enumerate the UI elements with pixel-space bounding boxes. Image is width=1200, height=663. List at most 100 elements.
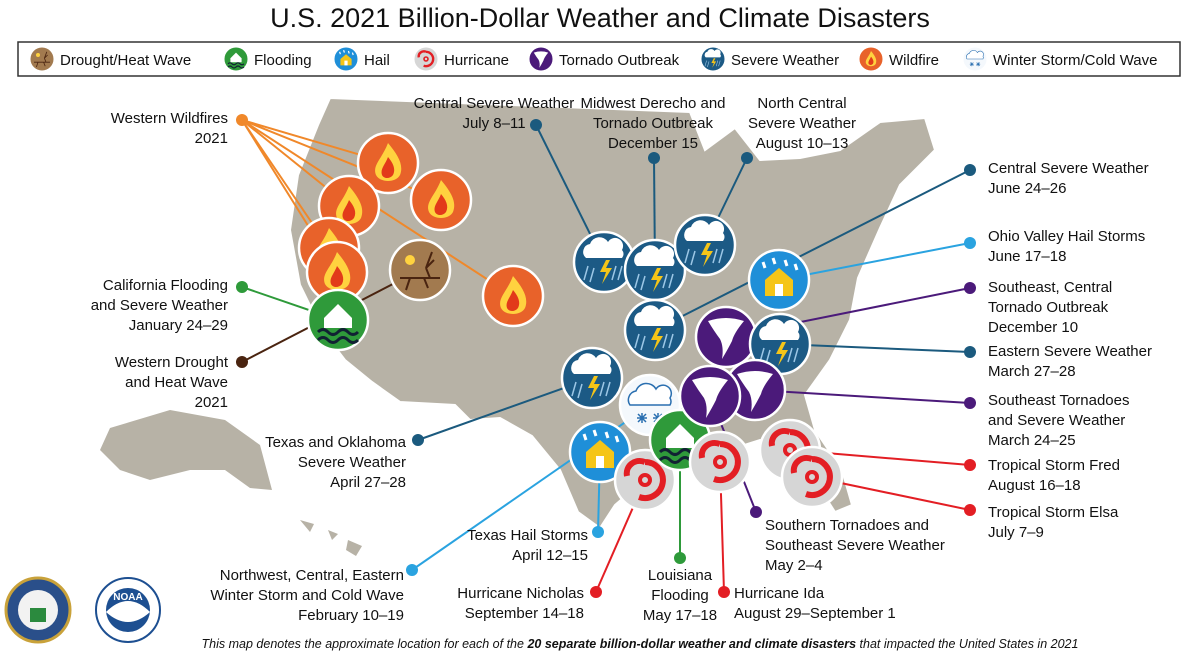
event-label: Southeast Tornadoes (988, 392, 1130, 409)
glyph (36, 53, 40, 57)
event-label: Texas Hail Storms (467, 527, 588, 544)
severe-icon (623, 298, 687, 362)
hurricane-icon (688, 430, 752, 494)
glyph (966, 50, 984, 60)
marker-dot (964, 164, 976, 176)
event-label: February 10–19 (298, 607, 404, 624)
glyph (765, 268, 793, 296)
logos: NOAA (4, 576, 161, 644)
event-label: August 10–13 (756, 135, 849, 152)
glyph (684, 248, 724, 266)
noaa-logo: NOAA (113, 592, 142, 603)
event-label: May 17–18 (643, 607, 717, 624)
glyph (638, 473, 652, 487)
tornado-icon (678, 364, 742, 428)
glyph (400, 251, 440, 291)
legend-label: Tornado Outbreak (559, 52, 680, 69)
glyph (776, 342, 788, 366)
glyph (596, 456, 604, 468)
hurricane-icon (613, 448, 677, 512)
marker-dot (236, 356, 248, 368)
event-label: June 17–18 (988, 248, 1066, 265)
glyph (775, 284, 783, 296)
wildfire-icon (481, 264, 545, 328)
event-label: Hurricane Nicholas (457, 585, 584, 602)
event-label: Eastern Severe Weather (988, 343, 1152, 360)
glyph (339, 50, 354, 56)
marker-dot (741, 152, 753, 164)
event-label: June 24–26 (988, 180, 1066, 197)
marker-dot (592, 526, 604, 538)
glyph (423, 56, 429, 62)
glyph (634, 333, 674, 351)
glyph (344, 60, 348, 66)
marker-dot (406, 564, 418, 576)
icon-circle (388, 238, 452, 302)
event-label: April 27–28 (330, 474, 406, 491)
event-label: and Heat Wave (125, 374, 228, 391)
glyph (583, 265, 623, 283)
hail-icon (747, 248, 811, 312)
glyph (506, 290, 520, 311)
severe-icon (748, 312, 812, 376)
glyph (634, 273, 674, 291)
marker-dot (964, 459, 976, 471)
marker-dot (964, 346, 976, 358)
glyph (761, 257, 799, 271)
marker-dot (964, 397, 976, 409)
marker-dot (236, 281, 248, 293)
event-label: Northwest, Central, Eastern (220, 567, 404, 584)
glyph (651, 328, 663, 352)
marker-dot (674, 552, 686, 564)
event-label: Southeast Severe Weather (765, 537, 945, 554)
glyph (434, 194, 448, 215)
glyph (324, 304, 352, 328)
marker-dot (964, 237, 976, 249)
marker-dot (236, 114, 248, 126)
event-label: July 7–9 (988, 524, 1044, 541)
glyph (868, 56, 874, 65)
glyph (684, 220, 725, 241)
glyph (790, 455, 833, 498)
glyph (600, 260, 612, 284)
event-label: Western Wildfires (111, 110, 228, 127)
tornado-icon (723, 358, 787, 422)
event-label: July 8–11 (462, 115, 525, 132)
glyph (704, 60, 721, 68)
markers: Western Wildfires 2021 Central Severe Weat… (91, 95, 1152, 624)
glyph (582, 429, 620, 443)
glyph (33, 51, 51, 68)
wildfire-icon (858, 46, 884, 72)
event-label: Flooding (651, 587, 709, 604)
event-label: Winter Storm and Cold Wave (210, 587, 404, 604)
drought-icon (29, 46, 55, 72)
glyph (571, 381, 611, 399)
glyph (713, 455, 727, 469)
marker-dot (590, 586, 602, 598)
glyph (405, 255, 415, 265)
marker-dot (964, 504, 976, 516)
glyph (666, 424, 694, 448)
event-label: and Severe Weather (91, 297, 228, 314)
marker-dot (718, 586, 730, 598)
glyph (533, 51, 549, 68)
event-label: Texas and Oklahoma (265, 434, 407, 451)
hail-icon (568, 420, 632, 484)
event-label: Western Drought (115, 354, 229, 371)
tornado-icon (528, 46, 554, 72)
glyph (571, 353, 612, 374)
glyph (417, 50, 435, 68)
glyph (698, 440, 741, 483)
title: U.S. 2021 Billion-Dollar Weather and Cli… (270, 3, 930, 33)
glyph (969, 62, 981, 67)
glyph (381, 157, 395, 178)
leader-line (754, 389, 971, 404)
event-label: Tropical Storm Elsa (988, 504, 1119, 521)
event-label: January 24–29 (129, 317, 228, 334)
leader-line (654, 169, 971, 331)
event-label: August 29–September 1 (734, 605, 896, 622)
severe-icon (700, 46, 726, 72)
glyph (342, 200, 356, 221)
glyph (316, 328, 360, 344)
